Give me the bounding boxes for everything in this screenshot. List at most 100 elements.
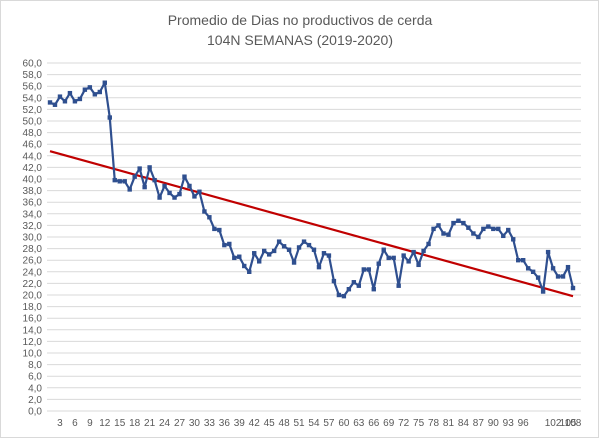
x-tick-label: 27	[174, 418, 186, 429]
data-point	[565, 264, 571, 270]
y-tick-label: 14,0	[23, 325, 43, 336]
y-tick-label: 26,0	[23, 256, 43, 267]
data-point	[162, 183, 167, 189]
y-tick-label: 0,0	[28, 407, 42, 418]
y-tick-label: 16,0	[23, 314, 43, 325]
x-tick-label: 51	[293, 418, 305, 429]
data-point	[431, 226, 436, 232]
data-point	[530, 269, 536, 274]
data-point	[416, 262, 421, 268]
data-point	[341, 293, 347, 299]
data-point	[227, 241, 232, 247]
data-point	[301, 239, 307, 244]
chart-title: Promedio de Dias no productivos de cerda	[168, 12, 433, 28]
y-tick-label: 6,0	[28, 372, 42, 383]
data-point	[525, 266, 531, 271]
data-point	[311, 247, 317, 252]
x-tick-label: 15	[114, 418, 126, 429]
data-point	[142, 184, 147, 190]
chart-subtitle: 104N SEMANAS (2019-2020)	[207, 32, 393, 48]
data-point	[122, 179, 127, 184]
data-point	[321, 251, 327, 256]
data-point	[77, 96, 83, 102]
data-point	[182, 174, 187, 179]
data-point	[132, 174, 137, 179]
y-tick-label: 50,0	[23, 117, 43, 128]
gridlines	[47, 62, 581, 412]
y-tick-label: 44,0	[23, 151, 43, 162]
data-point	[217, 227, 222, 233]
trendline	[49, 150, 574, 298]
data-point	[426, 241, 431, 247]
y-tick-label: 40,0	[23, 175, 43, 186]
data-point	[486, 224, 491, 229]
data-point	[306, 242, 312, 248]
data-point	[516, 258, 521, 263]
y-tick-label: 10,0	[23, 349, 43, 360]
data-point	[436, 223, 441, 228]
data-point	[281, 244, 287, 249]
y-tick-label: 32,0	[23, 221, 43, 232]
data-point	[336, 292, 342, 298]
data-point	[361, 267, 366, 272]
data-point	[376, 261, 381, 266]
data-point	[187, 183, 192, 189]
x-tick-label: 93	[503, 418, 515, 429]
data-point	[346, 287, 352, 292]
series-line	[49, 81, 575, 298]
data-point	[207, 215, 212, 220]
data-point	[167, 190, 172, 196]
data-point	[476, 234, 481, 240]
x-tick-label: 96	[518, 418, 530, 429]
data-point	[466, 225, 471, 230]
data-point	[82, 87, 88, 92]
data-point	[331, 278, 337, 284]
data-point	[152, 177, 157, 183]
data-point	[356, 283, 362, 288]
x-axis-tick-labels: 3 6 9 12 15 18 21 24 27 30 33 36 39 42 45 48 51 54 57 60 63 6…	[57, 418, 582, 429]
data-point	[172, 195, 177, 200]
x-tick-label: 42	[249, 418, 261, 429]
data-point	[471, 231, 476, 236]
data-point	[550, 266, 556, 271]
data-point	[441, 231, 446, 236]
data-point	[271, 248, 277, 254]
data-point	[197, 189, 202, 194]
series-layer	[47, 80, 576, 299]
y-tick-label: 8,0	[28, 360, 42, 371]
data-point	[411, 249, 416, 255]
data-point	[87, 85, 93, 90]
trendline-layer	[49, 150, 574, 298]
y-tick-label: 4,0	[28, 383, 42, 394]
data-point	[127, 187, 132, 192]
data-point	[72, 99, 78, 104]
x-tick-label: 102	[545, 418, 562, 429]
data-point	[177, 191, 182, 197]
data-point	[97, 89, 103, 95]
x-tick-label: 81	[443, 418, 455, 429]
x-tick-label: 72	[398, 418, 410, 429]
y-tick-label: 18,0	[23, 302, 43, 313]
data-point	[461, 220, 466, 226]
data-point	[261, 248, 267, 254]
y-tick-label: 54,0	[23, 93, 43, 104]
data-point	[456, 218, 461, 223]
data-point	[446, 232, 451, 237]
data-point	[202, 209, 207, 214]
data-point	[266, 252, 272, 257]
data-point	[351, 280, 357, 285]
x-tick-label: 9	[87, 418, 93, 429]
data-point	[391, 255, 396, 261]
data-point	[406, 259, 411, 264]
data-point	[451, 220, 456, 226]
data-point	[511, 237, 516, 242]
y-tick-label: 24,0	[23, 267, 43, 278]
data-point	[107, 115, 112, 120]
y-tick-label: 56,0	[23, 82, 43, 93]
x-tick-label: 3	[57, 418, 63, 429]
data-point	[386, 255, 391, 261]
x-tick-label: 39	[234, 418, 246, 429]
y-tick-label: 46,0	[23, 140, 43, 151]
